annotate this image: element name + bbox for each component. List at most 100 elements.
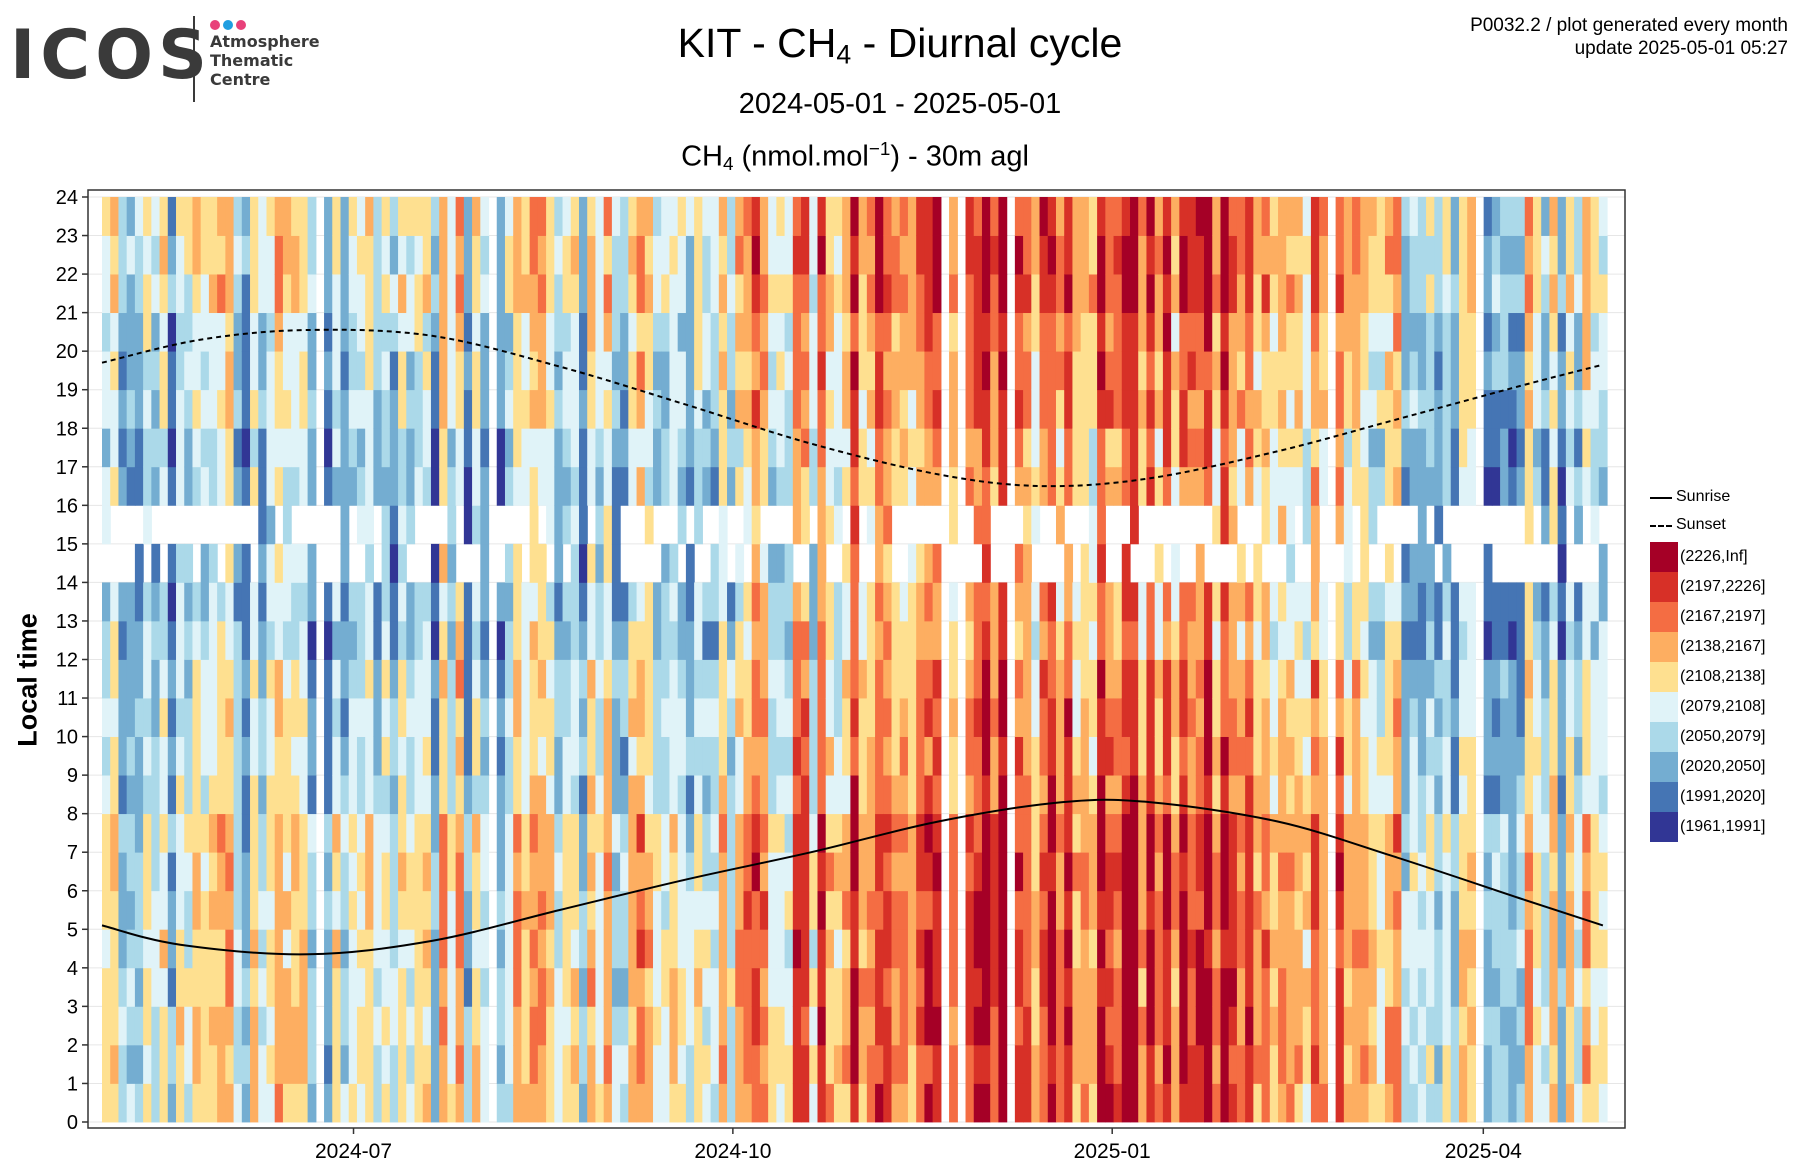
heatmap-cell (291, 1044, 300, 1084)
heatmap-cell (1376, 890, 1386, 930)
heatmap-cell (1450, 1083, 1460, 1123)
heatmap-cell (447, 1044, 457, 1084)
heatmap-cell (521, 813, 531, 853)
heatmap-cell (258, 197, 268, 236)
heatmap-cell (776, 1006, 786, 1046)
heatmap-cell (102, 1083, 111, 1123)
heatmap-cell (1064, 197, 1074, 236)
heatmap-cell (685, 235, 695, 275)
heatmap-cell (1080, 274, 1090, 314)
heatmap-cell (1023, 1006, 1032, 1046)
heatmap-cell (134, 389, 144, 429)
heatmap-cell (274, 197, 284, 236)
heatmap-cell (1294, 197, 1304, 236)
heatmap-cell (389, 235, 399, 275)
heatmap-cell (1417, 351, 1427, 391)
heatmap-cell (1261, 582, 1271, 622)
heatmap-cell (1541, 775, 1551, 815)
heatmap-cell (981, 274, 991, 314)
heatmap-cell (1014, 312, 1024, 352)
heatmap-cell (1565, 428, 1575, 468)
heatmap-cell (1557, 274, 1567, 314)
heatmap-cell (102, 890, 111, 930)
plot-id: P0032.2 / plot generated every month (1470, 15, 1788, 36)
heatmap-cell (1500, 698, 1509, 737)
heatmap-cell (1401, 620, 1411, 660)
heatmap-cell (159, 389, 169, 429)
heatmap-cell (981, 929, 991, 969)
heatmap-cell (932, 929, 942, 969)
heatmap-cell (1384, 698, 1394, 737)
heatmap-cell (151, 543, 161, 583)
heatmap-cell (422, 813, 432, 853)
heatmap-cell (866, 466, 876, 506)
heatmap-cell (1508, 582, 1518, 622)
heatmap-cell (801, 505, 810, 545)
heatmap-cell (266, 620, 276, 660)
heatmap-cell (611, 312, 621, 352)
heatmap-cell (1549, 620, 1559, 660)
heatmap-cell (513, 813, 523, 853)
heatmap-cell (472, 1006, 481, 1046)
heatmap-cell (702, 813, 712, 853)
heatmap-cell (899, 312, 909, 352)
heatmap-cell (603, 1044, 613, 1084)
heatmap-cell (784, 929, 794, 969)
heatmap-cell (1483, 351, 1493, 391)
heatmap-cell (455, 351, 465, 391)
heatmap-cell (1310, 312, 1320, 352)
heatmap-cell (184, 1044, 194, 1084)
heatmap-cell (833, 852, 843, 892)
heatmap-cell (562, 197, 572, 236)
heatmap-cell (644, 428, 654, 468)
heatmap-cell (1483, 582, 1493, 622)
heatmap-cell (200, 890, 210, 930)
heatmap-cell (653, 775, 662, 815)
heatmap-cell (1154, 274, 1164, 314)
heatmap-cell (932, 736, 942, 776)
heatmap-cell (1384, 852, 1394, 892)
heatmap-cell (225, 1083, 235, 1123)
heatmap-cell (1598, 890, 1608, 930)
heatmap-cell (159, 428, 169, 468)
heatmap-cell (858, 1006, 868, 1046)
heatmap-cell (472, 582, 481, 622)
heatmap-cell (159, 736, 169, 776)
heatmap-cell (200, 428, 210, 468)
heatmap-cell (217, 967, 226, 1007)
heatmap-cell (463, 620, 473, 660)
heatmap-cell (1245, 197, 1254, 236)
heatmap-cell (1113, 351, 1123, 391)
heatmap-cell (718, 582, 728, 622)
heatmap-cell (628, 1044, 638, 1084)
heatmap-cell (118, 428, 128, 468)
heatmap-cell (1376, 813, 1386, 853)
heatmap-cell (1195, 582, 1205, 622)
heatmap-cell (973, 1083, 983, 1123)
heatmap-cell (1113, 466, 1123, 506)
heatmap-cell (1245, 389, 1254, 429)
heatmap-cell (1146, 813, 1156, 853)
heatmap-cell (176, 775, 185, 815)
heatmap-cell (1097, 389, 1106, 429)
heatmap-cell (274, 312, 284, 352)
heatmap-cell (1368, 274, 1378, 314)
heatmap-cell (1072, 389, 1082, 429)
heatmap-cell (217, 351, 226, 391)
heatmap-cell (1516, 1083, 1526, 1123)
heatmap-cell (1442, 852, 1452, 892)
heatmap-cell (1549, 736, 1559, 776)
heatmap-cell (1467, 428, 1477, 468)
heatmap-cell (735, 582, 745, 622)
heatmap-cell (1278, 620, 1287, 660)
heatmap-cell (1368, 1044, 1378, 1084)
heatmap-cell (924, 466, 934, 506)
heatmap-cell (1409, 1044, 1419, 1084)
heatmap-cell (1516, 312, 1526, 352)
heatmap-cell (1154, 698, 1164, 737)
heatmap-cell (1401, 852, 1411, 892)
heatmap-cell (480, 1044, 490, 1084)
heatmap-cell (356, 698, 366, 737)
heatmap-cell (809, 698, 819, 737)
heatmap-cell (1204, 1083, 1213, 1123)
